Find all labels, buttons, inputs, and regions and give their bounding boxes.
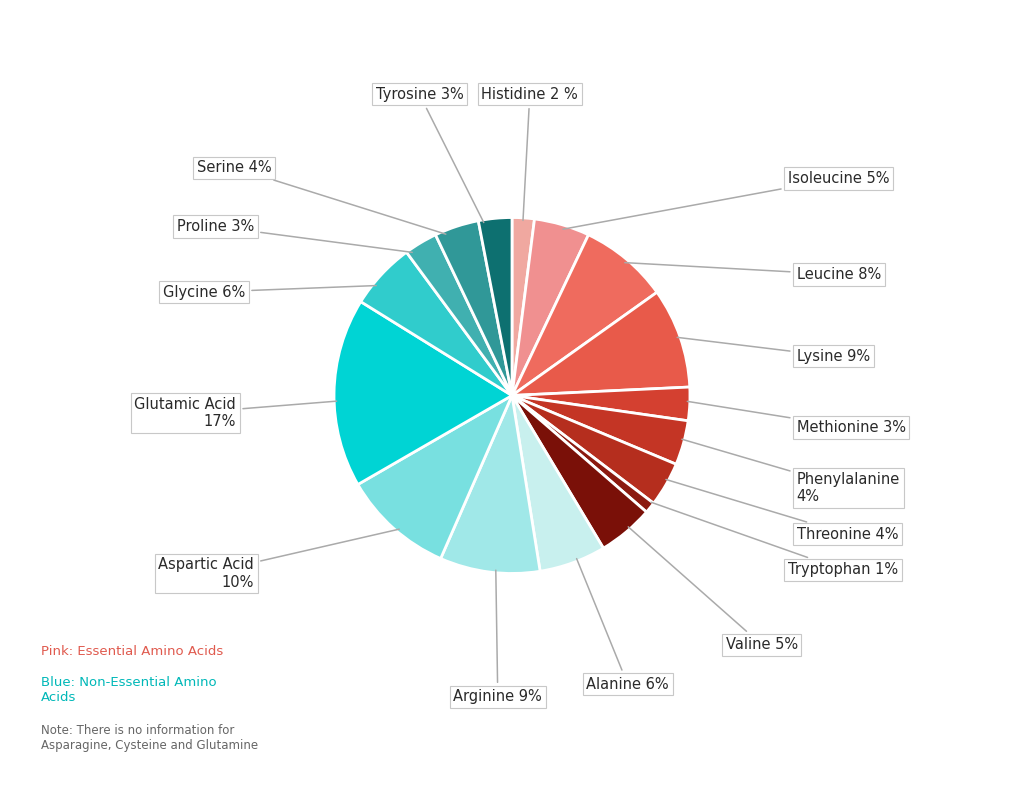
- Text: Proline 3%: Proline 3%: [177, 219, 413, 252]
- Wedge shape: [478, 218, 512, 396]
- Wedge shape: [440, 396, 540, 573]
- Wedge shape: [435, 221, 512, 396]
- Text: Pink: Essential Amino Acids: Pink: Essential Amino Acids: [41, 645, 223, 657]
- Wedge shape: [407, 235, 512, 396]
- Wedge shape: [512, 396, 646, 548]
- Text: Histidine 2 %: Histidine 2 %: [481, 87, 579, 221]
- Wedge shape: [512, 292, 690, 396]
- Text: Glycine 6%: Glycine 6%: [163, 285, 376, 300]
- Text: Tyrosine 3%: Tyrosine 3%: [376, 87, 483, 222]
- Text: Arginine 9%: Arginine 9%: [454, 570, 542, 704]
- Text: Isoleucine 5%: Isoleucine 5%: [563, 171, 890, 229]
- Text: Tryptophan 1%: Tryptophan 1%: [651, 502, 898, 577]
- Text: Leucine 8%: Leucine 8%: [625, 263, 881, 282]
- Text: Valine 5%: Valine 5%: [629, 527, 798, 652]
- Wedge shape: [512, 387, 690, 421]
- Text: Aspartic Acid
10%: Aspartic Acid 10%: [158, 529, 399, 589]
- Text: Lysine 9%: Lysine 9%: [677, 337, 869, 364]
- Wedge shape: [357, 396, 512, 558]
- Wedge shape: [512, 396, 653, 512]
- Text: Methionine 3%: Methionine 3%: [687, 401, 906, 435]
- Text: Alanine 6%: Alanine 6%: [577, 558, 669, 691]
- Text: Serine 4%: Serine 4%: [197, 161, 445, 234]
- Text: Note: There is no information for
Asparagine, Cysteine and Glutamine: Note: There is no information for Aspara…: [41, 724, 258, 751]
- Wedge shape: [512, 396, 676, 503]
- Text: Threonine 4%: Threonine 4%: [666, 479, 898, 542]
- Wedge shape: [334, 301, 512, 485]
- Wedge shape: [512, 219, 589, 396]
- Wedge shape: [512, 396, 688, 464]
- Wedge shape: [512, 235, 657, 396]
- Wedge shape: [512, 218, 535, 396]
- Text: Phenylalanine
4%: Phenylalanine 4%: [682, 439, 900, 504]
- Text: Glutamic Acid
17%: Glutamic Acid 17%: [134, 397, 337, 430]
- Text: Blue: Non-Essential Amino
Acids: Blue: Non-Essential Amino Acids: [41, 676, 217, 704]
- Wedge shape: [512, 396, 603, 571]
- Wedge shape: [360, 252, 512, 396]
